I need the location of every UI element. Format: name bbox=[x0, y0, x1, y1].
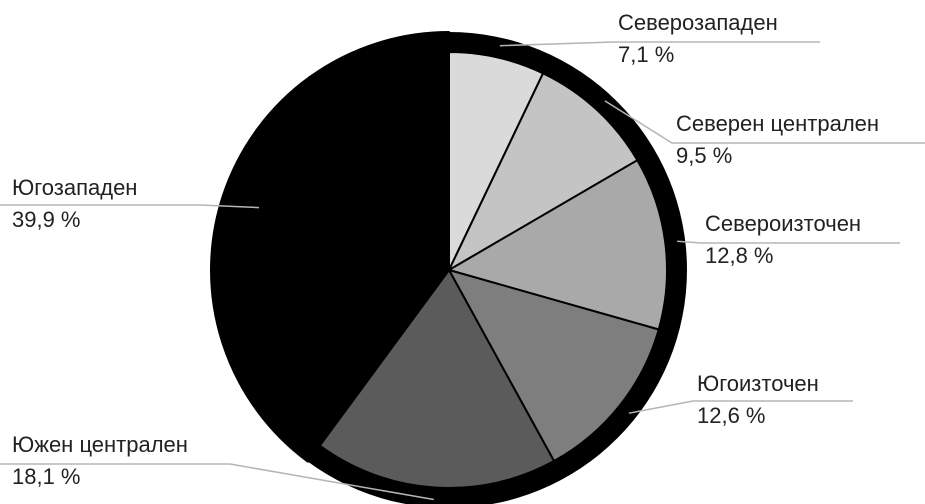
slice-value-label: 7,1 % bbox=[618, 42, 674, 67]
pie-slice bbox=[318, 269, 556, 489]
slice-value-label: 39,9 % bbox=[12, 207, 81, 232]
pie-slice bbox=[448, 269, 660, 463]
slice-value-label: 12,8 % bbox=[705, 243, 774, 268]
slice-name-label: Северен централен bbox=[676, 111, 879, 136]
slices-layer bbox=[210, 31, 687, 504]
slice-name-label: Югозападен bbox=[12, 175, 137, 200]
slice-value-label: 9,5 % bbox=[676, 143, 732, 168]
slice-name-label: Южен централен bbox=[12, 432, 188, 457]
slice-leader-line bbox=[0, 204, 260, 209]
slice-leader-line bbox=[499, 41, 820, 47]
slice-leader-line bbox=[604, 100, 925, 144]
slice-name-label: Северозападен bbox=[618, 10, 778, 35]
slice-leader-line bbox=[0, 463, 434, 501]
slice-leader-line bbox=[628, 400, 853, 414]
pie-slice bbox=[210, 31, 450, 463]
slice-name-label: Югоизточен bbox=[697, 371, 819, 396]
slice-value-label: 12,6 % bbox=[697, 403, 766, 428]
slice-leader-line bbox=[677, 240, 900, 244]
labels-layer: Северозападен 7,1 % Северен централен 9,5 %… bbox=[0, 10, 925, 501]
pie-slice bbox=[448, 159, 668, 331]
slice-name-label: Североизточен bbox=[705, 211, 861, 236]
pie-slice bbox=[448, 72, 639, 271]
slice-value-label: 18,1 % bbox=[12, 464, 81, 489]
